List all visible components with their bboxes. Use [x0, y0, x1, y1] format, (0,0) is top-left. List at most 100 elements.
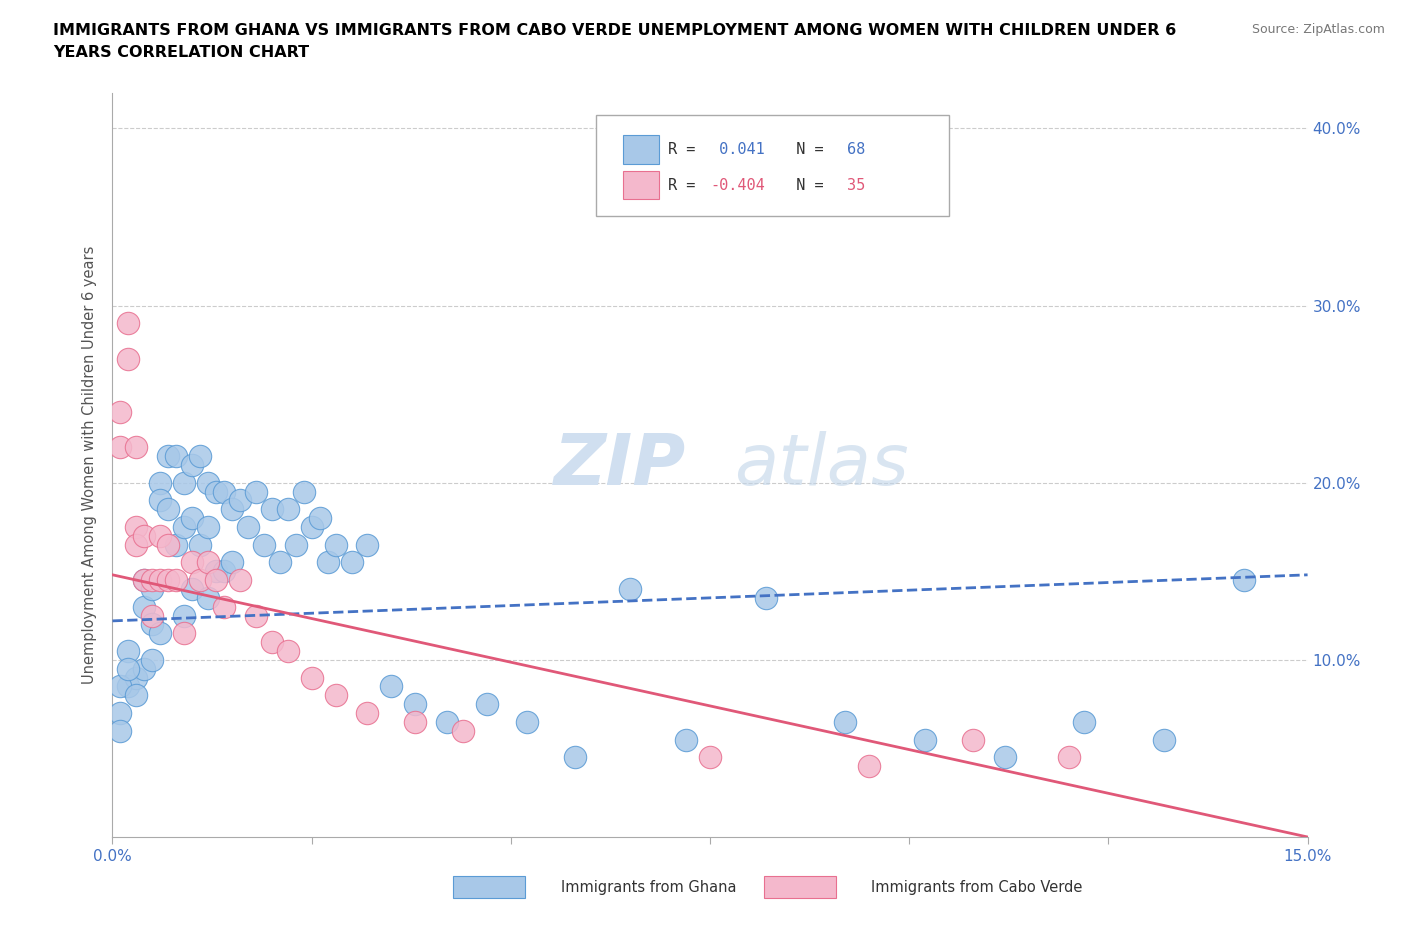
Point [212, 599, 235, 614]
Point [229, 573, 252, 588]
Point [436, 714, 458, 729]
Point [236, 520, 259, 535]
Point [292, 485, 315, 499]
Point [141, 581, 163, 596]
Text: N =: N = [778, 178, 832, 193]
Text: YEARS CORRELATION CHART: YEARS CORRELATION CHART [53, 45, 309, 60]
Point [205, 573, 228, 588]
Text: R =: R = [668, 178, 704, 193]
Point [141, 608, 163, 623]
Point [260, 634, 283, 649]
Point [858, 759, 880, 774]
Point [245, 485, 267, 499]
Point [117, 644, 139, 658]
FancyBboxPatch shape [596, 115, 949, 216]
Text: N =: N = [778, 142, 832, 157]
Point [1073, 714, 1095, 729]
Point [277, 502, 299, 517]
Point [173, 520, 195, 535]
Text: Source: ZipAtlas.com: Source: ZipAtlas.com [1251, 23, 1385, 36]
Point [125, 671, 148, 685]
Point [205, 564, 228, 578]
Point [221, 555, 243, 570]
Point [149, 626, 172, 641]
Point [125, 538, 148, 552]
Point [1153, 732, 1175, 747]
Point [149, 493, 172, 508]
Point [340, 555, 363, 570]
Point [404, 697, 426, 711]
Point [301, 520, 323, 535]
Point [325, 688, 347, 703]
Point [117, 316, 139, 331]
Point [212, 485, 235, 499]
Point [253, 538, 276, 552]
Point [181, 511, 204, 525]
Point [134, 573, 156, 588]
Point [149, 573, 172, 588]
Point [181, 555, 204, 570]
Point [301, 671, 323, 685]
Point [564, 750, 586, 764]
Text: R =: R = [668, 142, 704, 157]
Point [141, 617, 163, 631]
Point [149, 528, 172, 543]
Point [404, 714, 426, 729]
Point [173, 626, 195, 641]
Point [994, 750, 1017, 764]
Bar [453, 876, 524, 898]
Point [914, 732, 936, 747]
Point [356, 538, 378, 552]
Point [197, 591, 219, 605]
Text: -0.404: -0.404 [710, 178, 765, 193]
Text: Immigrants from Ghana: Immigrants from Ghana [561, 880, 737, 895]
Point [1057, 750, 1080, 764]
Point [269, 555, 291, 570]
Text: 68: 68 [848, 142, 866, 157]
Point [165, 448, 187, 463]
Point [165, 573, 187, 588]
Point [516, 714, 538, 729]
Point [117, 679, 139, 694]
Point [110, 679, 132, 694]
Text: 35: 35 [848, 178, 866, 193]
Point [165, 538, 187, 552]
Point [134, 661, 156, 676]
Point [110, 706, 132, 721]
Point [229, 493, 252, 508]
Point [134, 573, 156, 588]
Point [141, 573, 163, 588]
Point [197, 475, 219, 490]
Point [380, 679, 402, 694]
Point [277, 644, 299, 658]
Point [157, 573, 180, 588]
Point [125, 440, 148, 455]
Point [141, 653, 163, 668]
Point [221, 502, 243, 517]
Point [125, 520, 148, 535]
Text: 0.041: 0.041 [710, 142, 765, 157]
Bar [623, 171, 658, 199]
Point [149, 475, 172, 490]
Y-axis label: Unemployment Among Women with Children Under 6 years: Unemployment Among Women with Children U… [82, 246, 97, 684]
Point [260, 502, 283, 517]
Point [284, 538, 307, 552]
Point [316, 555, 339, 570]
Point [834, 714, 856, 729]
Point [134, 599, 156, 614]
Point [117, 352, 139, 366]
Point [475, 697, 498, 711]
Point [188, 538, 211, 552]
Point [134, 528, 156, 543]
Point [619, 581, 641, 596]
Point [173, 608, 195, 623]
Point [110, 724, 132, 738]
Bar [623, 136, 658, 164]
Bar [763, 876, 835, 898]
Text: ZIP: ZIP [554, 431, 686, 499]
Point [675, 732, 697, 747]
Point [212, 564, 235, 578]
Point [110, 405, 132, 419]
Text: Immigrants from Cabo Verde: Immigrants from Cabo Verde [872, 880, 1083, 895]
Point [245, 608, 267, 623]
